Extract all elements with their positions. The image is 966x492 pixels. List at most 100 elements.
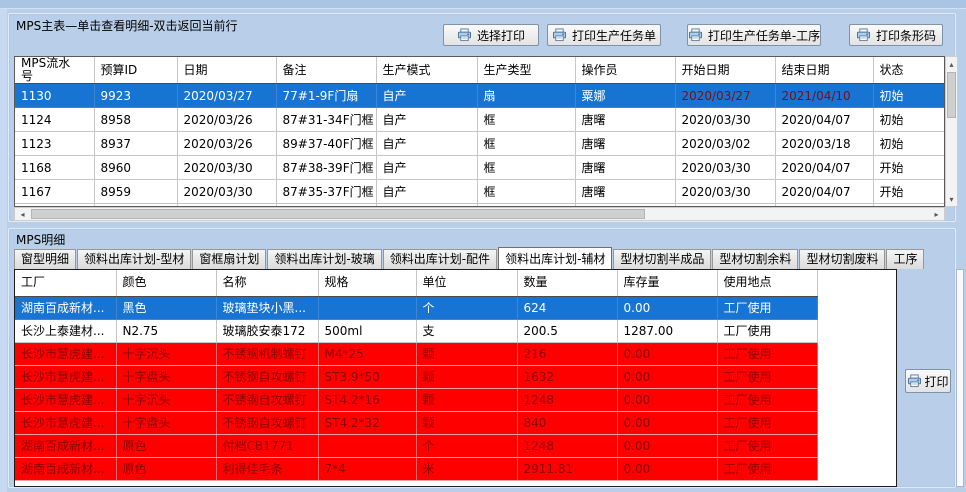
scroll-right-icon[interactable]: ▸ xyxy=(929,208,944,220)
table-cell[interactable]: 不锈钢自攻螺钉 xyxy=(216,365,319,389)
column-header[interactable]: MPS流水号 xyxy=(15,57,95,84)
table-cell[interactable]: 87#38-39F门框 xyxy=(276,155,377,180)
table-cell[interactable]: 十字沉头 xyxy=(116,342,217,366)
table-cell[interactable]: 个 xyxy=(416,434,518,458)
table-cell[interactable]: 2020/04/07 xyxy=(775,107,874,132)
table-cell[interactable]: 长沙市慧虎建... xyxy=(15,365,117,389)
table-cell[interactable] xyxy=(318,434,417,458)
table-cell[interactable]: 216 xyxy=(517,342,618,366)
table-cell[interactable] xyxy=(15,203,95,206)
detail-tab-2[interactable]: 窗框扇计划 xyxy=(192,249,267,269)
column-header[interactable]: 库存量 xyxy=(617,270,718,297)
column-header[interactable]: 状态 xyxy=(873,57,944,84)
column-header[interactable]: 生产类型 xyxy=(477,57,576,84)
table-cell[interactable]: 9923 xyxy=(94,83,178,108)
table-cell[interactable]: 0.00 xyxy=(617,388,718,412)
column-header[interactable]: 结束日期 xyxy=(775,57,874,84)
table-cell[interactable]: 0.00 xyxy=(617,434,718,458)
table-cell[interactable]: 自产 xyxy=(376,179,478,204)
scroll-down-icon[interactable]: ▾ xyxy=(946,192,957,206)
table-row[interactable]: 长沙市慧虎建... 十字盘头 不锈钢自攻螺钉 ST4.2*32 颗 840 0.00 工厂使用 xyxy=(15,411,818,435)
table-cell[interactable]: 2020/03/30 xyxy=(675,155,776,180)
table-cell[interactable]: 2020/03/18 xyxy=(775,131,874,156)
table-cell[interactable]: 唐曙 xyxy=(575,179,676,204)
table-row[interactable]: 长沙市慧虎建... 十字沉头 不锈钢机制螺钉 M4*25 颗 216 0.00 工厂使用 xyxy=(15,342,818,366)
table-cell[interactable]: ST4.2*16 xyxy=(318,388,417,412)
table-cell[interactable]: 长沙市慧虎建... xyxy=(15,411,117,435)
column-header[interactable]: 颜色 xyxy=(116,270,217,297)
table-cell[interactable]: 工厂使用 xyxy=(717,411,818,435)
table-cell[interactable] xyxy=(477,203,576,206)
column-header[interactable]: 备注 xyxy=(276,57,377,84)
table-cell[interactable]: 长沙市慧虎建... xyxy=(15,388,117,412)
table-cell[interactable]: 8937 xyxy=(94,131,178,156)
table-cell[interactable]: 2021/04/10 xyxy=(775,83,874,108)
table-cell[interactable]: 十字沉头 xyxy=(116,388,217,412)
table-cell[interactable]: 初始 xyxy=(873,131,944,156)
table-cell[interactable] xyxy=(575,203,676,206)
table-cell[interactable]: 支 xyxy=(416,319,518,343)
table-cell[interactable]: 唐曙 xyxy=(575,107,676,132)
table-cell[interactable]: 湖南百成新材... xyxy=(15,296,117,320)
table-cell[interactable]: 付档CB1771 xyxy=(216,434,319,458)
table-cell[interactable]: 利得佳毛条 xyxy=(216,457,319,481)
column-header[interactable]: 生产模式 xyxy=(376,57,478,84)
table-cell[interactable]: 唐曙 xyxy=(575,155,676,180)
table-cell[interactable]: 87#35-37F门框 xyxy=(276,179,377,204)
table-cell[interactable]: 2911.81 xyxy=(517,457,618,481)
table-cell[interactable]: 个 xyxy=(416,296,518,320)
table-cell[interactable]: 0.00 xyxy=(617,365,718,389)
table-cell[interactable]: 1248 xyxy=(517,388,618,412)
table-row[interactable]: 湖南百成新材... 原色 付档CB1771 个 1248 0.00 工厂使用 xyxy=(15,434,818,458)
table-cell[interactable]: ST4.2*32 xyxy=(318,411,417,435)
table-cell[interactable]: 2020/03/30 xyxy=(675,107,776,132)
table-cell[interactable]: 624 xyxy=(517,296,618,320)
table-cell[interactable]: 840 xyxy=(517,411,618,435)
table-cell[interactable]: N2.75 xyxy=(116,319,217,343)
table-cell[interactable]: 自产 xyxy=(376,155,478,180)
table-cell[interactable]: 自产 xyxy=(376,107,478,132)
table-cell[interactable]: 开始 xyxy=(873,179,944,204)
table-cell[interactable]: 框 xyxy=(477,155,576,180)
table-row[interactable]: 长沙上泰建材... N2.75 玻璃胶安泰172 500ml 支 200.5 1287.00… xyxy=(15,319,818,343)
table-cell[interactable]: 初始 xyxy=(873,83,944,108)
table-cell[interactable] xyxy=(276,203,377,206)
table-cell[interactable]: 87#31-34F门框 xyxy=(276,107,377,132)
table-cell[interactable]: 0.00 xyxy=(617,342,718,366)
table-cell[interactable]: 2020/04/07 xyxy=(775,155,874,180)
table-cell[interactable]: ST3.9*50 xyxy=(318,365,417,389)
table-cell[interactable]: 77#1-9F门扇 xyxy=(276,83,377,108)
table-cell[interactable]: 不锈钢自攻螺钉 xyxy=(216,411,319,435)
table-cell[interactable]: 长沙市慧虎建... xyxy=(15,342,117,366)
table-cell[interactable]: 颗 xyxy=(416,411,518,435)
table-cell[interactable]: 1167 xyxy=(15,179,95,204)
table-cell[interactable]: 十字盘头 xyxy=(116,411,217,435)
print-production-task-button[interactable]: 打印生产任务单 xyxy=(547,24,661,46)
detail-tab-3[interactable]: 领料出库计划-玻璃 xyxy=(267,249,382,269)
select-print-button[interactable]: 选择打印 xyxy=(443,24,539,46)
table-cell[interactable]: 2020/03/26 xyxy=(177,107,277,132)
detail-tab-7[interactable]: 型材切割余料 xyxy=(712,249,799,269)
table-cell[interactable]: 2020/03/02 xyxy=(675,131,776,156)
table-cell[interactable]: 工厂使用 xyxy=(717,296,818,320)
table-row[interactable]: 1167 8959 2020/03/30 87#35-37F门框 自产框唐曙 2020/0… xyxy=(15,179,944,204)
table-cell[interactable]: 1287.00 xyxy=(617,319,718,343)
table-cell[interactable]: 自产 xyxy=(376,83,478,108)
table-cell[interactable]: 自产 xyxy=(376,131,478,156)
table-cell[interactable]: 工厂使用 xyxy=(717,319,818,343)
table-cell[interactable]: M4*25 xyxy=(318,342,417,366)
table-cell[interactable]: 长沙上泰建材... xyxy=(15,319,117,343)
table-row[interactable]: 1123 8937 2020/03/26 89#37-40F门框 自产框唐曙 2020/0… xyxy=(15,131,944,156)
table-cell[interactable]: 1632 xyxy=(517,365,618,389)
column-header[interactable]: 规格 xyxy=(318,270,417,297)
table-cell[interactable]: 1123 xyxy=(15,131,95,156)
table-row[interactable]: 湖南百成新材... 黑色 玻璃垫块小黑... 个 624 0.00 工厂使用 xyxy=(15,296,818,320)
print-barcode-button[interactable]: 打印条形码 xyxy=(849,24,943,46)
detail-tab-5[interactable]: 领料出库计划-辅材 xyxy=(498,247,613,269)
table-cell[interactable]: 工厂使用 xyxy=(717,457,818,481)
column-header[interactable]: 操作员 xyxy=(575,57,676,84)
detail-vertical-scrollbar-strip[interactable] xyxy=(956,269,964,487)
column-header[interactable]: 数量 xyxy=(517,270,618,297)
table-row[interactable]: 1168 8960 2020/03/30 87#38-39F门框 自产框唐曙 2020/0… xyxy=(15,155,944,180)
table-cell[interactable]: 8958 xyxy=(94,107,178,132)
